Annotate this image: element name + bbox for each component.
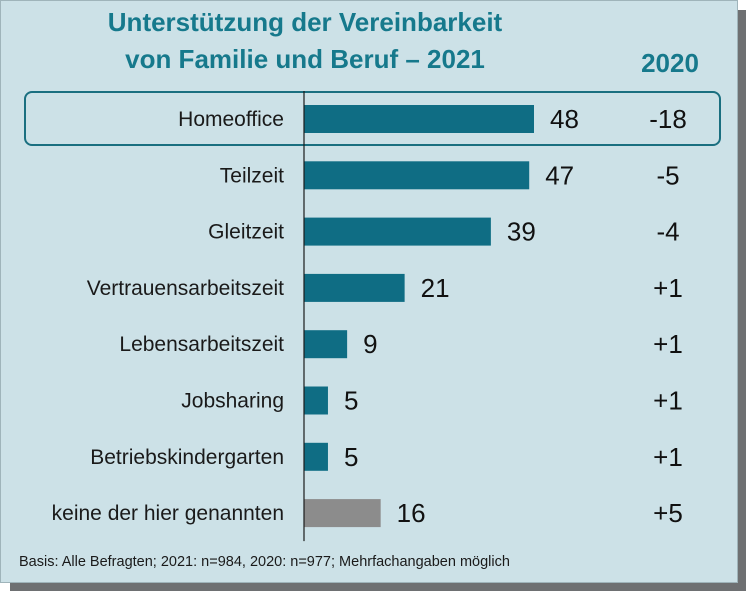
category-label: Teilzeit [220, 164, 284, 187]
category-label: keine der hier genannten [52, 502, 284, 525]
change-2020-label: -5 [656, 160, 679, 190]
bar [304, 273, 405, 302]
bar [304, 217, 491, 246]
value-label: 9 [363, 329, 377, 359]
value-label: 5 [344, 386, 358, 416]
value-label: 5 [344, 442, 358, 472]
value-label: 47 [545, 160, 574, 190]
category-label: Gleitzeit [208, 221, 284, 244]
category-label: Lebensarbeitszeit [119, 333, 284, 356]
value-label: 48 [550, 104, 579, 134]
chart-title-line-1: Unterstützung der Vereinbarkeit [107, 7, 503, 37]
value-label: 16 [397, 498, 426, 528]
change-2020-label: +5 [653, 498, 683, 528]
bar [304, 330, 348, 359]
change-2020-label: +1 [653, 329, 683, 359]
bar [304, 499, 381, 528]
bar [304, 386, 328, 415]
bar [304, 161, 530, 190]
chart-title-line-2: von Familie und Beruf – 2021 [125, 44, 485, 74]
change-2020-label: +1 [653, 386, 683, 416]
bar [304, 442, 328, 471]
change-2020-label: +1 [653, 442, 683, 472]
change-2020-label: +1 [653, 273, 683, 303]
category-label: Jobsharing [181, 390, 284, 413]
value-label: 21 [421, 273, 450, 303]
comparison-year-header: 2020 [641, 48, 699, 78]
change-2020-label: -18 [649, 104, 687, 134]
bar [304, 105, 534, 133]
change-2020-label: -4 [656, 217, 679, 247]
highlight-box [24, 91, 721, 146]
category-label: Homeoffice [178, 108, 284, 131]
footnote: Basis: Alle Befragten; 2021: n=984, 2020… [19, 554, 510, 570]
value-label: 39 [507, 217, 536, 247]
category-label: Betriebskindergarten [90, 446, 284, 469]
category-label: Vertrauensarbeitszeit [87, 277, 284, 300]
